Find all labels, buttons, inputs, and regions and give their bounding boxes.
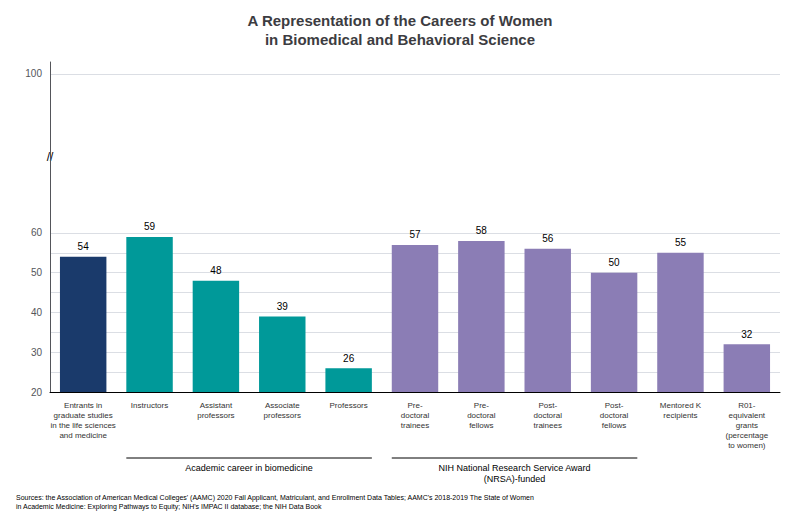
svg-text:55: 55 [675,237,687,248]
svg-text:(NRSA)-funded: (NRSA)-funded [484,474,546,484]
svg-text:Entrants in: Entrants in [64,401,102,410]
svg-text:20: 20 [31,387,43,398]
svg-text:R01-: R01- [738,401,756,410]
svg-text:and medicine: and medicine [59,431,107,440]
svg-text:graduate studies: graduate studies [54,411,113,420]
svg-text:fellows: fellows [602,421,626,430]
svg-text:40: 40 [31,307,43,318]
svg-text:Instructors: Instructors [131,401,168,410]
svg-text:58: 58 [476,225,488,236]
svg-text:60: 60 [31,227,43,238]
svg-text:54: 54 [78,241,90,252]
svg-text:(percentage: (percentage [725,431,768,440]
svg-text:50: 50 [31,267,43,278]
svg-text:Pre-: Pre- [407,401,422,410]
svg-text:59: 59 [144,221,156,232]
svg-text:Sources: the Association of Am: Sources: the Association of American Med… [16,494,534,502]
svg-text:professors: professors [264,411,301,420]
svg-text:Academic career in biomedicine: Academic career in biomedicine [185,463,313,473]
svg-text:Associate: Associate [265,401,300,410]
svg-text:equivalent: equivalent [729,411,766,420]
svg-text:30: 30 [31,347,43,358]
svg-text:to women): to women) [728,441,766,450]
svg-text:fellows: fellows [469,421,493,430]
svg-text:Post-: Post- [605,401,624,410]
svg-text:A Representation of the Career: A Representation of the Careers of Women [247,12,552,29]
svg-text:56: 56 [542,233,554,244]
svg-text:Pre-: Pre- [474,401,489,410]
svg-text:Professors: Professors [330,401,368,410]
svg-text:50: 50 [609,257,621,268]
svg-text:32: 32 [741,329,753,340]
svg-text:doctoral: doctoral [467,411,496,420]
svg-text:100: 100 [25,68,42,79]
svg-text:doctoral: doctoral [533,411,562,420]
svg-text:48: 48 [210,265,222,276]
svg-text:recipients: recipients [663,411,697,420]
svg-text:26: 26 [343,353,355,364]
svg-text:doctoral: doctoral [600,411,629,420]
svg-text:39: 39 [277,301,289,312]
svg-text:in the life sciences: in the life sciences [50,421,115,430]
svg-text:grants: grants [736,421,758,430]
svg-text:professors: professors [197,411,234,420]
svg-text:in Academic Medicine: Explorin: in Academic Medicine: Exploring Pathways… [16,503,322,511]
svg-text:NIH National Research Service: NIH National Research Service Award [439,463,591,473]
svg-text:Mentored K: Mentored K [660,401,702,410]
svg-text:trainees: trainees [533,421,561,430]
svg-text:Assistant: Assistant [200,401,233,410]
svg-text:in Biomedical and Behavioral S: in Biomedical and Behavioral Science [265,31,535,48]
svg-text:Post-: Post- [538,401,557,410]
svg-text:doctoral: doctoral [401,411,430,420]
svg-text:trainees: trainees [401,421,429,430]
svg-text:57: 57 [409,229,421,240]
